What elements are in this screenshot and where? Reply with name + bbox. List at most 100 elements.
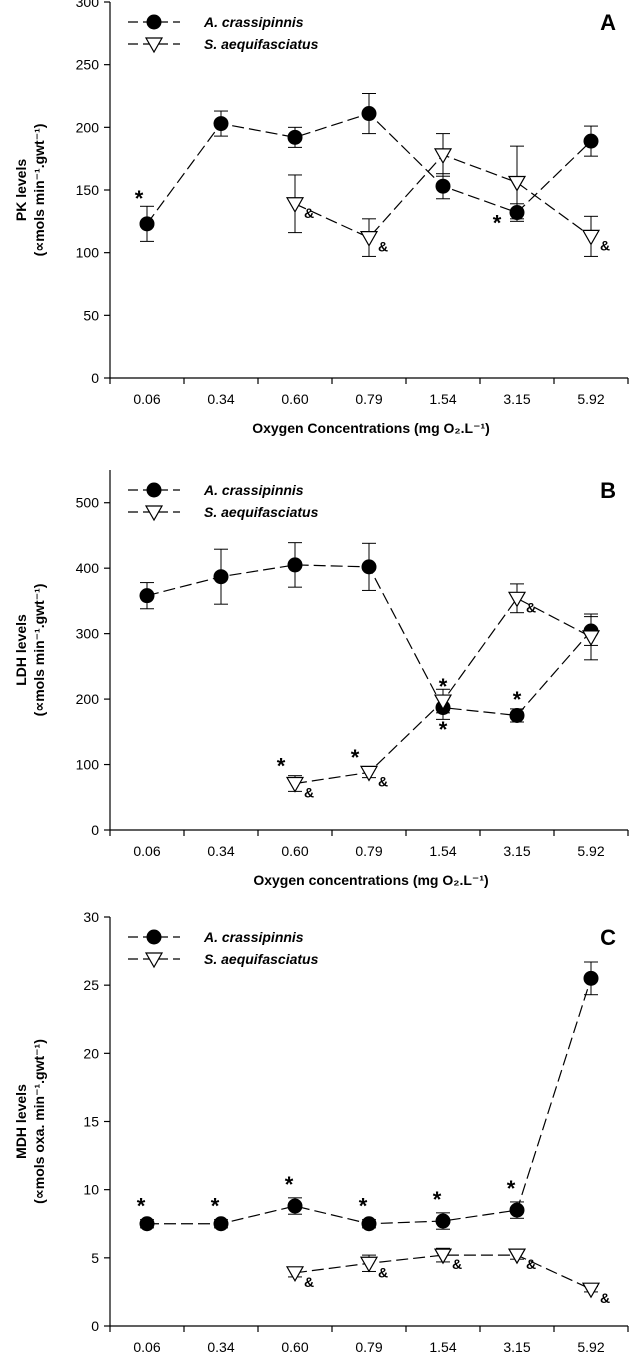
y-tick-label: 200 — [76, 691, 100, 707]
data-point — [139, 1216, 155, 1232]
y-axis-unit: (∝mols oxa. min⁻¹.gwt⁻¹) — [31, 1039, 47, 1204]
data-point — [359, 1256, 379, 1273]
significance-star: * — [439, 674, 448, 699]
data-point — [435, 1213, 451, 1229]
significance-star: * — [507, 1176, 516, 1201]
data-point — [287, 1198, 303, 1214]
y-axis-title: LDH levels — [13, 614, 29, 686]
chart-panel-a: 0 50 100 150 200 250 300 0.06 0.34 0.60 0.79 1.54 3.… — [13, 0, 629, 436]
x-tick-label: 0.60 — [281, 1339, 308, 1355]
legend-marker — [146, 929, 162, 945]
significance-ampersand: & — [304, 785, 314, 801]
x-tick-label: 1.54 — [429, 843, 456, 859]
series-a-crassipinnis: * * * * * * — [137, 961, 599, 1232]
data-point — [359, 765, 379, 782]
data-point — [507, 175, 527, 192]
legend-marker — [144, 37, 164, 54]
significance-ampersand: & — [304, 1274, 314, 1290]
panel-letter: B — [600, 478, 616, 503]
data-point — [361, 1216, 377, 1232]
data-point — [287, 557, 303, 573]
significance-star: * — [137, 1194, 146, 1219]
panel-letter: A — [600, 10, 616, 35]
y-tick-label: 250 — [76, 57, 100, 73]
data-point — [361, 106, 377, 122]
y-tick-label: 30 — [83, 909, 99, 925]
y-tick-label: 10 — [83, 1182, 99, 1198]
chart-panel-c: 0 5 10 15 20 25 30 0.06 0.34 0.60 0.79 1.54 3.15 5.92… — [13, 909, 629, 1355]
x-axis-title: Oxygen Concentrations (mg O₂.L⁻¹) — [252, 420, 490, 436]
series-line — [147, 978, 592, 1225]
data-point — [581, 229, 601, 246]
y-tick-label: 25 — [83, 977, 99, 993]
legend-marker — [146, 14, 162, 30]
significance-ampersand: & — [600, 1290, 610, 1306]
y-tick-label: 100 — [76, 245, 100, 261]
series-s-aequifasciatus: & & & — [285, 133, 610, 257]
legend-label: A. crassipinnis — [203, 929, 304, 945]
legend: A. crassipinnis S. aequifasciatus — [128, 929, 319, 969]
data-point — [507, 591, 527, 608]
legend: A. crassipinnis S. aequifasciatus — [128, 482, 319, 522]
significance-star: * — [211, 1194, 220, 1219]
data-point — [213, 1216, 229, 1232]
legend-label: A. crassipinnis — [203, 14, 304, 30]
y-axis-title: MDH levels — [13, 1084, 29, 1159]
legend: A. crassipinnis S. aequifasciatus — [128, 14, 319, 54]
x-axis-title: Oxygen concentrations (mg O₂.L⁻¹) — [253, 872, 488, 888]
significance-star: * — [285, 1172, 294, 1197]
significance-star: * — [135, 186, 144, 211]
data-point — [433, 1248, 453, 1265]
x-tick-label: 1.54 — [429, 391, 456, 407]
y-tick-label: 0 — [91, 822, 99, 838]
significance-star: * — [439, 717, 448, 742]
x-tick-label: 0.06 — [133, 1339, 160, 1355]
x-tick-label: 3.15 — [503, 1339, 530, 1355]
legend-label: A. crassipinnis — [203, 482, 304, 498]
data-point — [359, 231, 379, 247]
significance-star: * — [513, 687, 522, 712]
x-tick-label: 0.06 — [133, 391, 160, 407]
data-point — [139, 588, 155, 604]
data-point — [285, 776, 305, 793]
significance-ampersand: & — [526, 1256, 536, 1272]
series-a-crassipinnis: ** — [139, 542, 599, 723]
y-tick-label: 0 — [91, 370, 99, 386]
significance-ampersand: & — [378, 239, 388, 255]
x-tick-label: 0.60 — [281, 391, 308, 407]
y-tick-label: 0 — [91, 1318, 99, 1334]
data-point — [509, 707, 525, 723]
data-point — [583, 970, 599, 986]
significance-ampersand: & — [600, 237, 610, 253]
y-tick-label: 20 — [83, 1045, 99, 1061]
legend-marker — [144, 505, 164, 522]
significance-ampersand: & — [452, 1256, 462, 1272]
significance-star: * — [359, 1194, 368, 1219]
y-tick-label: 200 — [76, 119, 100, 135]
x-tick-label: 0.34 — [207, 391, 234, 407]
x-tick-label: 3.15 — [503, 391, 530, 407]
y-tick-label: 300 — [76, 626, 100, 642]
significance-star: * — [277, 754, 286, 779]
y-tick-label: 150 — [76, 182, 100, 198]
legend-marker — [146, 482, 162, 498]
data-point — [433, 694, 453, 711]
x-tick-label: 1.54 — [429, 1339, 456, 1355]
y-axis-unit: (∝mols min⁻¹.gwt⁻¹) — [31, 124, 47, 257]
legend-marker — [144, 952, 164, 969]
x-tick-label: 0.60 — [281, 843, 308, 859]
data-point — [509, 1202, 525, 1218]
x-tick-label: 0.34 — [207, 843, 234, 859]
series-s-aequifasciatus: & & & & & — [285, 1247, 610, 1306]
legend-label: S. aequifasciatus — [204, 951, 319, 967]
x-tick-label: 0.79 — [355, 391, 382, 407]
data-point — [285, 197, 305, 213]
significance-star: * — [433, 1187, 442, 1212]
significance-ampersand: & — [526, 599, 536, 615]
x-tick-label: 5.92 — [577, 1339, 604, 1355]
y-tick-label: 400 — [76, 560, 100, 576]
data-point — [139, 216, 155, 232]
data-point — [581, 630, 601, 647]
y-tick-label: 300 — [76, 0, 100, 10]
